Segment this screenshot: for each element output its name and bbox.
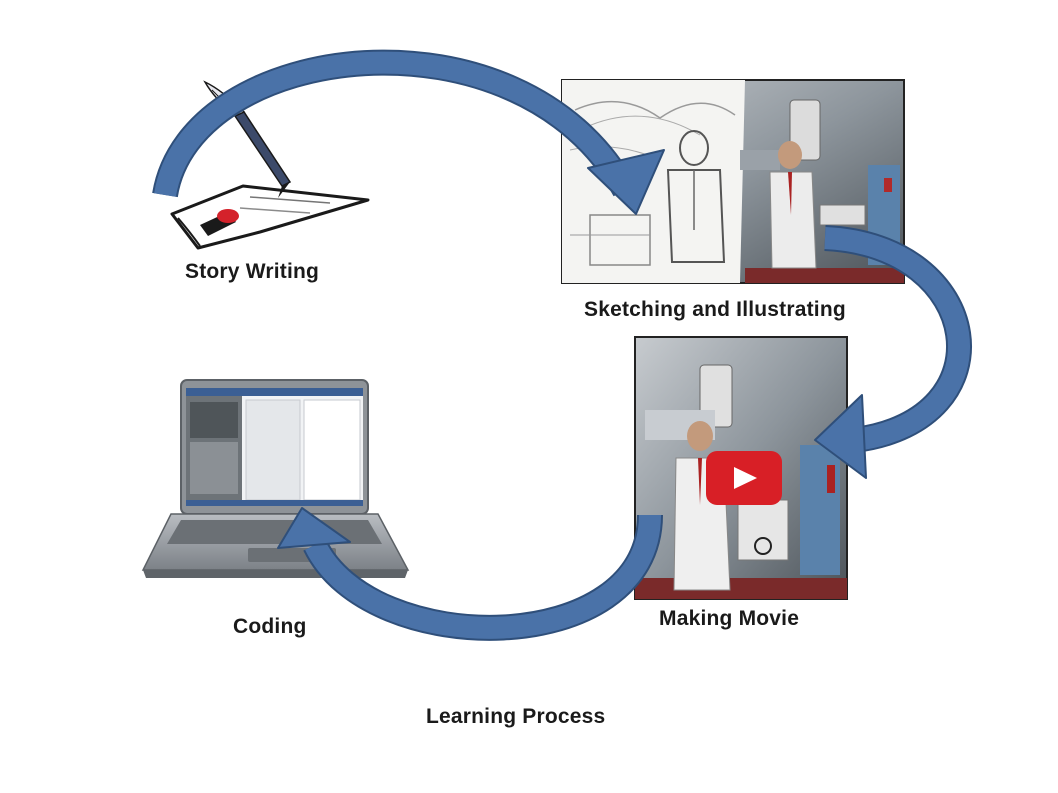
stage-label-making-movie: Making Movie — [659, 607, 800, 630]
quill-pen-paper-icon — [170, 80, 370, 250]
stage-label-sketching: Sketching and Illustrating — [584, 298, 846, 321]
stage-label-coding: Coding — [233, 615, 307, 638]
diagram-title: Learning Process — [426, 705, 606, 728]
arrow-movie-to-coding — [277, 507, 663, 641]
arrow-story-to-sketch — [152, 49, 665, 215]
laptop-icon — [141, 379, 410, 578]
storyboard-sketch-image — [561, 79, 905, 284]
video-play-icon[interactable] — [706, 451, 782, 505]
stage-label-story-writing: Story Writing — [185, 260, 320, 283]
arrow-sketch-to-movie — [814, 225, 972, 479]
